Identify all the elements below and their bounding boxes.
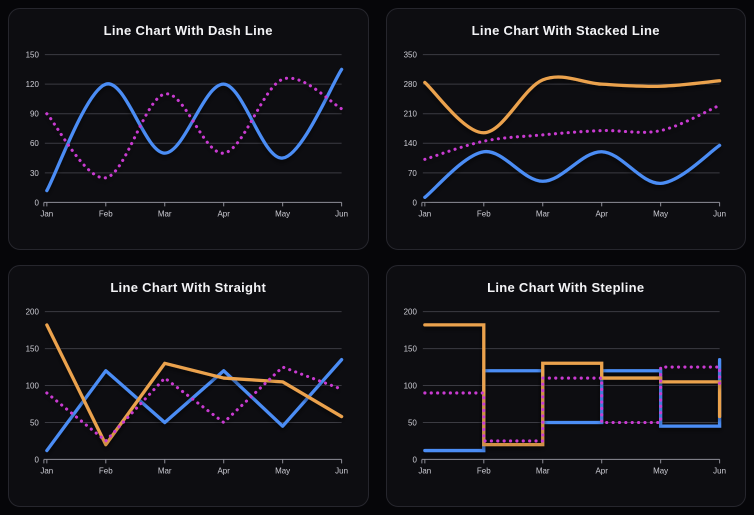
line-chart-dash-line: 0 30 60 90 120 150 Jan Feb Mar Apr May Jun	[26, 51, 348, 219]
y-tick-label: 280	[403, 80, 417, 89]
y-tick-label: 30	[30, 169, 39, 178]
y-tick-label: 150	[403, 345, 417, 354]
x-tick-label: Apr	[218, 466, 231, 475]
y-tick-label: 0	[412, 198, 417, 207]
y-tick-label: 200	[403, 308, 417, 317]
chart-title-stacked-line: Line Chart With Stacked Line	[471, 23, 660, 38]
y-tick-label: 60	[30, 139, 39, 148]
series-line-dotted	[422, 103, 721, 161]
x-tick-label: Jan	[418, 209, 431, 218]
y-tick-label: 120	[26, 80, 40, 89]
y-tick-label: 50	[30, 418, 39, 427]
series-line-solid	[422, 357, 721, 453]
chart-card-straight: Line Chart With Straight 0 50 100 150 200 Jan…	[8, 265, 369, 507]
series-line-solid	[45, 67, 344, 193]
x-tick-label: May	[275, 209, 290, 218]
x-tick-label: Jan	[418, 466, 431, 475]
y-tick-label: 210	[403, 110, 417, 119]
x-tick-label: May	[653, 209, 668, 218]
x-tick-label: Jun	[335, 466, 348, 475]
line-chart-straight: 0 50 100 150 200 Jan Feb Mar Apr May Jun	[26, 308, 348, 476]
y-tick-label: 0	[34, 198, 39, 207]
series-line-solid	[422, 75, 721, 135]
series-line-dotted	[45, 76, 344, 180]
series-line-solid	[45, 323, 344, 447]
y-tick-label: 100	[26, 381, 40, 390]
y-tick-label: 150	[26, 51, 40, 60]
series-line-solid	[45, 357, 344, 453]
x-tick-label: Apr	[595, 209, 608, 218]
x-tick-label: Feb	[99, 209, 113, 218]
x-tick-label: Apr	[595, 466, 608, 475]
x-tick-label: Jun	[713, 466, 726, 475]
chart-card-stacked-line: Line Chart With Stacked Line 0 70 140 210 28…	[385, 8, 746, 250]
y-tick-label: 100	[403, 381, 417, 390]
y-tick-label: 200	[26, 308, 40, 317]
y-tick-label: 350	[403, 51, 417, 60]
y-tick-label: 150	[26, 345, 40, 354]
y-tick-label: 0	[34, 455, 39, 464]
chart-title-stepline: Line Chart With Stepline	[487, 280, 645, 295]
x-tick-label: May	[653, 466, 668, 475]
x-tick-label: Mar	[535, 466, 549, 475]
x-tick-label: Feb	[99, 466, 113, 475]
x-tick-label: Jan	[40, 209, 53, 218]
y-tick-label: 70	[408, 169, 417, 178]
x-tick-label: Mar	[535, 209, 549, 218]
x-tick-label: Mar	[158, 209, 172, 218]
series-line-dotted	[422, 365, 721, 443]
series-line-solid	[422, 143, 721, 199]
x-tick-label: Feb	[476, 466, 490, 475]
y-tick-label: 90	[30, 110, 39, 119]
chart-title-dash-line: Line Chart With Dash Line	[103, 23, 273, 38]
line-chart-stepline: 0 50 100 150 200 Jan Feb Mar Apr May Jun	[403, 308, 726, 476]
x-tick-label: May	[275, 466, 290, 475]
chart-card-stepline: Line Chart With Stepline 0 50 100 150 200 Jan…	[385, 265, 746, 507]
x-tick-label: Apr	[218, 209, 231, 218]
chart-card-dash-line: Line Chart With Dash Line 0 30 60 90 120 150 J…	[8, 8, 369, 250]
x-tick-label: Jun	[335, 209, 348, 218]
series-line-dotted	[45, 365, 344, 443]
line-chart-stacked-line: 0 70 140 210 280 350 Jan Feb Mar Apr May Jun	[403, 51, 726, 219]
chart-title-straight: Line Chart With Straight	[110, 280, 267, 295]
y-tick-label: 0	[412, 455, 417, 464]
y-tick-label: 50	[408, 418, 417, 427]
y-tick-label: 140	[403, 139, 417, 148]
x-tick-label: Jan	[40, 466, 53, 475]
x-tick-label: Feb	[476, 209, 490, 218]
x-tick-label: Jun	[713, 209, 726, 218]
x-tick-label: Mar	[158, 466, 172, 475]
